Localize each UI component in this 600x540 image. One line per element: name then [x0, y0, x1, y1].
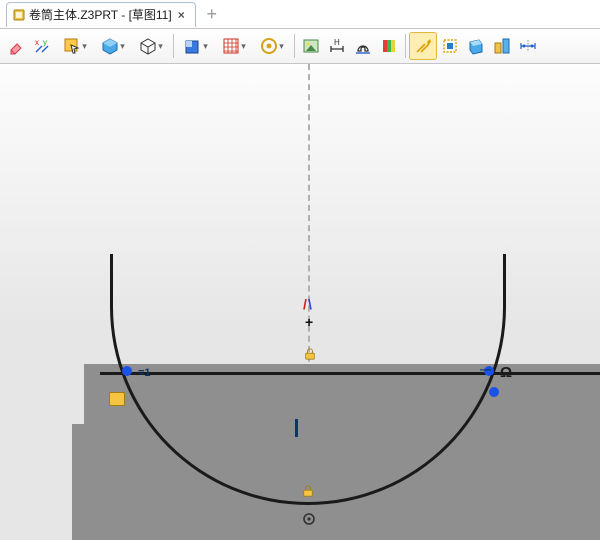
sketch-canvas[interactable]: / \ + =1 — Ω — [0, 64, 600, 540]
separator — [173, 34, 174, 58]
omega-icon: Ω — [500, 364, 512, 381]
layer-tool[interactable] — [177, 33, 215, 59]
center-icon — [302, 512, 316, 526]
close-icon[interactable]: × — [176, 8, 187, 22]
h-dim-tool[interactable]: H — [324, 33, 350, 59]
separator — [294, 34, 295, 58]
color-tool[interactable] — [376, 33, 402, 59]
part-notch-lower — [72, 482, 90, 540]
equal-label: =1 — [138, 367, 151, 379]
svg-text:x: x — [35, 38, 39, 47]
xy-plane-tool[interactable]: xy — [30, 33, 56, 59]
center-tool[interactable] — [253, 33, 291, 59]
tangent-tool[interactable] — [437, 33, 463, 59]
toolbar: xy H — [0, 29, 600, 64]
h-constraint-icon: — — [480, 364, 491, 376]
selection-tool[interactable] — [56, 33, 94, 59]
align-tool[interactable] — [489, 33, 515, 59]
sketch-point[interactable] — [489, 387, 499, 397]
tab-bar: 卷筒主体.Z3PRT - [草图11] × + — [0, 0, 600, 29]
dim-extra-tool[interactable] — [515, 33, 541, 59]
shaded-tool[interactable] — [94, 33, 132, 59]
omega-tool[interactable] — [350, 33, 376, 59]
part-icon — [13, 9, 25, 21]
new-tab-button[interactable]: + — [202, 4, 222, 24]
sketch-point[interactable] — [122, 366, 132, 376]
image-tool[interactable] — [298, 33, 324, 59]
lock-icon — [302, 485, 314, 497]
grid-tool[interactable] — [215, 33, 253, 59]
tab-label: 卷筒主体.Z3PRT - [草图11] — [29, 6, 172, 23]
svg-text:H: H — [334, 38, 340, 47]
wireframe-tool[interactable] — [132, 33, 170, 59]
separator — [405, 34, 406, 58]
constraint-badge[interactable] — [109, 392, 125, 406]
svg-text:y: y — [43, 38, 47, 47]
coincident-tool[interactable] — [409, 32, 437, 60]
face-tool[interactable] — [463, 33, 489, 59]
eraser-tool[interactable] — [4, 33, 30, 59]
tab-active[interactable]: 卷筒主体.Z3PRT - [草图11] × — [6, 2, 196, 27]
segment-icon — [295, 419, 298, 437]
